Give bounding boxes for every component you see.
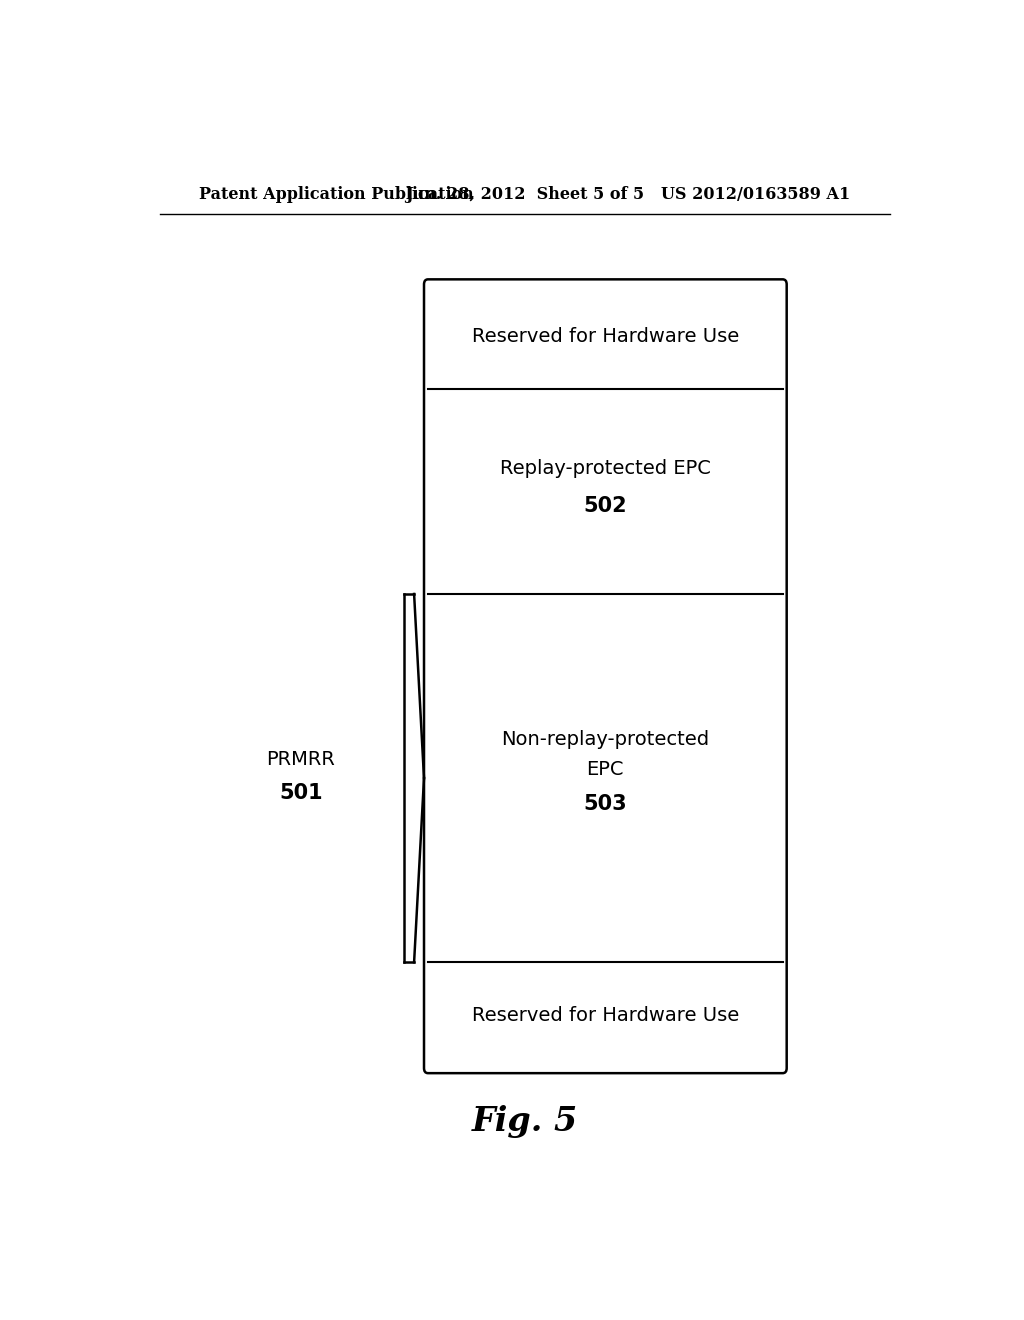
Text: PRMRR: PRMRR — [266, 750, 336, 770]
Text: 501: 501 — [280, 783, 323, 804]
Text: 503: 503 — [584, 793, 627, 813]
Text: Patent Application Publication: Patent Application Publication — [200, 186, 474, 203]
Text: US 2012/0163589 A1: US 2012/0163589 A1 — [660, 186, 850, 203]
Text: Non-replay-protected: Non-replay-protected — [502, 730, 710, 748]
Text: Fig. 5: Fig. 5 — [472, 1105, 578, 1138]
Text: Reserved for Hardware Use: Reserved for Hardware Use — [472, 1006, 739, 1024]
Text: Jun. 28, 2012  Sheet 5 of 5: Jun. 28, 2012 Sheet 5 of 5 — [406, 186, 644, 203]
FancyBboxPatch shape — [424, 280, 786, 1073]
Text: 502: 502 — [584, 495, 627, 516]
Text: EPC: EPC — [587, 760, 624, 780]
Text: Replay-protected EPC: Replay-protected EPC — [500, 459, 711, 478]
Text: Reserved for Hardware Use: Reserved for Hardware Use — [472, 327, 739, 346]
